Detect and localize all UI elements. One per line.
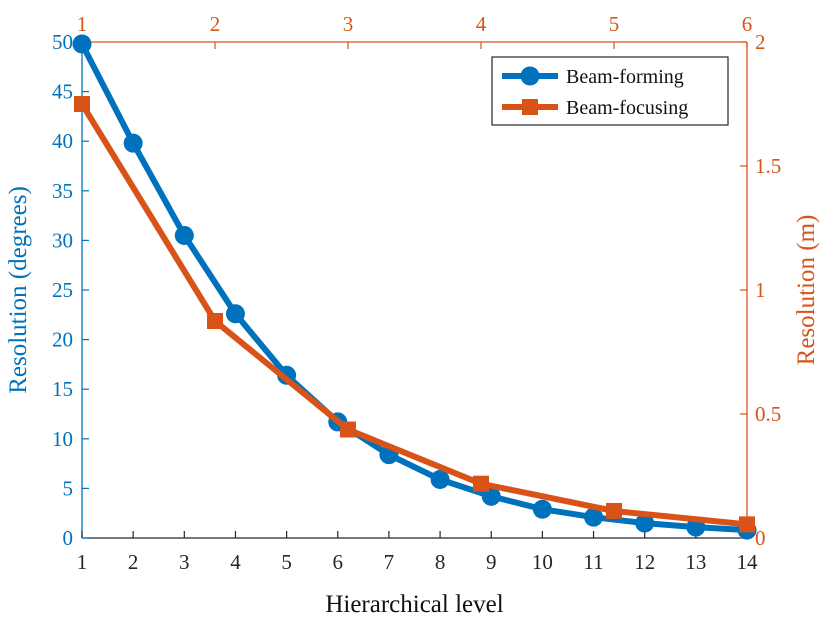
x-tick-label: 7 — [384, 550, 395, 574]
y-tick-label: 5 — [63, 476, 74, 500]
x-tick-label: 11 — [583, 550, 603, 574]
data-point — [174, 225, 194, 245]
data-point — [430, 469, 450, 489]
legend: Beam-forming Beam-focusing — [491, 56, 729, 126]
data-point — [74, 96, 90, 112]
y-tick-label: 20 — [52, 328, 73, 352]
data-point — [340, 421, 356, 438]
x-tick-label: 2 — [128, 550, 139, 574]
series-1 — [74, 96, 755, 533]
y2-tick-label: 1 — [755, 278, 766, 302]
y2-tick-label: 0.5 — [755, 402, 781, 426]
x2-tick-label: 5 — [609, 12, 620, 36]
x2-tick-label: 2 — [210, 12, 221, 36]
x2-tick-label: 6 — [742, 12, 753, 36]
y2-tick-label: 0 — [755, 526, 766, 550]
x2-tick-label: 4 — [476, 12, 487, 36]
y-tick-label: 30 — [52, 228, 73, 252]
data-point — [225, 304, 245, 324]
x-tick-label: 3 — [179, 550, 190, 574]
y2-axis-title: Resolution (m) — [793, 215, 820, 366]
legend-marker — [520, 66, 540, 86]
y2-tick-label: 1.5 — [755, 154, 781, 178]
plot-series — [72, 34, 757, 540]
legend-label: Beam-focusing — [566, 97, 688, 119]
legend-marker — [522, 99, 538, 115]
y-tick-label: 0 — [63, 526, 74, 550]
y-tick-label: 50 — [52, 30, 73, 54]
x-tick-label: 14 — [737, 550, 759, 574]
x-tick-label: 8 — [435, 550, 446, 574]
x-axis-title: Hierarchical level — [325, 591, 503, 618]
data-point — [207, 313, 223, 329]
x2-tick-label: 1 — [77, 12, 88, 36]
legend-entry: Beam-forming — [502, 66, 684, 88]
y-tick-label: 45 — [52, 80, 73, 104]
x-tick-label: 13 — [685, 550, 706, 574]
y-tick-label: 15 — [52, 377, 73, 401]
y-tick-label: 35 — [52, 179, 73, 203]
data-point — [739, 516, 755, 533]
y-tick-label: 40 — [52, 129, 73, 153]
x-tick-label: 10 — [532, 550, 553, 574]
data-point — [584, 507, 604, 527]
y2-tick-label: 2 — [755, 30, 766, 54]
y-axis-title: Resolution (degrees) — [5, 186, 32, 394]
y-tick-label: 10 — [52, 427, 73, 451]
x-tick-label: 6 — [333, 550, 344, 574]
legend-label: Beam-forming — [566, 66, 684, 88]
x-tick-label: 5 — [281, 550, 292, 574]
x-tick-label: 9 — [486, 550, 497, 574]
x-tick-label: 12 — [634, 550, 655, 574]
series-line — [79, 102, 748, 528]
axes: 1 2 3 4 5 6 7 8 9 10 11 12 13 141 2 3 4 5 6051015202530354… — [5, 12, 820, 618]
legend-entry: Beam-focusing — [502, 97, 688, 119]
data-point — [606, 502, 622, 519]
x-tick-label: 1 — [77, 550, 88, 574]
data-point — [473, 475, 489, 492]
x2-tick-label: 3 — [343, 12, 354, 36]
data-point — [72, 34, 92, 54]
y-tick-label: 25 — [52, 278, 73, 302]
data-point — [532, 499, 552, 519]
data-point — [635, 513, 655, 533]
x-tick-label: 4 — [230, 550, 241, 574]
data-point — [123, 133, 143, 153]
